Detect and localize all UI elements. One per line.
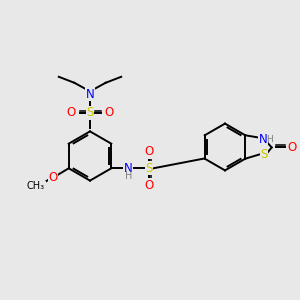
Text: O: O bbox=[104, 106, 113, 119]
Text: N: N bbox=[123, 162, 132, 175]
Text: S: S bbox=[145, 162, 152, 175]
Text: S: S bbox=[86, 106, 94, 119]
Text: O: O bbox=[144, 178, 153, 192]
Text: O: O bbox=[67, 106, 76, 119]
Text: O: O bbox=[144, 145, 153, 158]
Text: CH₃: CH₃ bbox=[27, 181, 45, 191]
Text: S: S bbox=[260, 148, 268, 161]
Text: O: O bbox=[287, 141, 297, 154]
Text: N: N bbox=[259, 133, 268, 146]
Text: N: N bbox=[85, 88, 94, 101]
Text: O: O bbox=[49, 171, 58, 184]
Text: H: H bbox=[125, 171, 132, 181]
Text: H: H bbox=[266, 135, 273, 144]
